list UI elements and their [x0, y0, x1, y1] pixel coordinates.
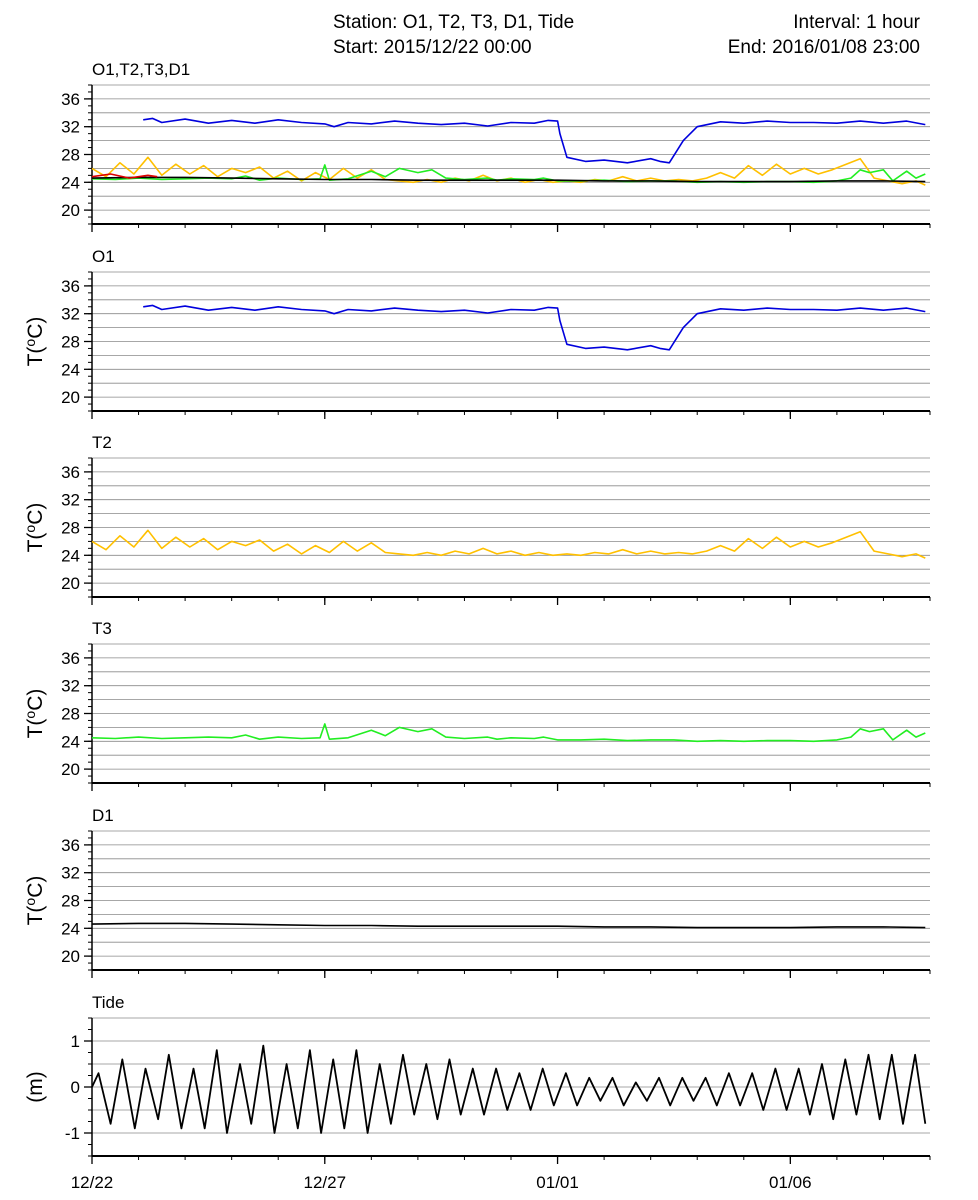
y-tick-label: 36 — [61, 836, 80, 855]
panel-combined: 20 24 28 32 36 O1,T2,T3,D1 — [61, 60, 931, 232]
series-line-d1 — [91, 176, 926, 183]
panel-d1: 20 24 28 32 36 D1 T(oC) — [22, 806, 931, 978]
y-axis-label: T(oC) — [22, 317, 47, 367]
y-tick-label: 20 — [61, 947, 80, 966]
y-tick-label: 36 — [61, 463, 80, 482]
y-axis-label: T(oC) — [22, 503, 47, 553]
y-tick-label: 24 — [61, 173, 80, 192]
panel-title: Tide — [92, 993, 124, 1012]
series-line-o1 — [143, 117, 926, 164]
series-line-d1 — [91, 922, 926, 929]
y-tick-label: 24 — [61, 360, 80, 379]
x-tick-label: 12/22 — [71, 1173, 114, 1192]
y-tick-label: 32 — [61, 677, 80, 696]
y-tick-label: 20 — [61, 201, 80, 220]
y-tick-label: 32 — [61, 118, 80, 137]
y-tick-label: 36 — [61, 649, 80, 668]
series-line-extra-red — [91, 173, 158, 179]
y-tick-label: 1 — [71, 1032, 80, 1051]
y-tick-label: 20 — [61, 388, 80, 407]
y-tick-label: 32 — [61, 864, 80, 883]
y-tick-label: 20 — [61, 574, 80, 593]
x-tick-label: 01/06 — [769, 1173, 812, 1192]
y-axis-label: (m) — [24, 1071, 47, 1102]
x-tick-label: 01/01 — [536, 1173, 579, 1192]
y-tick-label: 32 — [61, 305, 80, 324]
y-tick-label: 28 — [61, 519, 80, 538]
panel-title: T2 — [92, 433, 112, 452]
y-axis-label: T(oC) — [22, 689, 47, 739]
chart-header: Station: O1, T2, T3, D1, Tide Start: 201… — [0, 0, 978, 70]
y-tick-label: 24 — [61, 546, 80, 565]
series-line-tide — [91, 1044, 927, 1134]
panel-title: T3 — [92, 619, 112, 638]
end-label: End: 2016/01/08 23:00 — [727, 37, 920, 58]
y-tick-label: 36 — [61, 90, 80, 109]
y-tick-label: 28 — [61, 333, 80, 352]
y-tick-label: 28 — [61, 146, 80, 165]
panel-t3: 20 24 28 32 36 T3 T(oC) — [22, 619, 931, 791]
y-tick-label: 24 — [61, 919, 80, 938]
y-tick-label: 0 — [71, 1078, 80, 1097]
interval-label: Interval: 1 hour — [793, 12, 920, 33]
panel-o1: 20 24 28 32 36 O1 T(oC) — [22, 247, 931, 419]
panel-title: O1,T2,T3,D1 — [92, 60, 190, 79]
panel-tide: -1 0 1 Tide (m) — [24, 993, 931, 1164]
y-tick-label: 32 — [61, 491, 80, 510]
y-tick-label: 24 — [61, 732, 80, 751]
panel-title: D1 — [92, 806, 114, 825]
start-label: Start: 2015/12/22 00:00 — [333, 37, 532, 58]
series-line-o1 — [143, 304, 926, 351]
y-tick-label: 20 — [61, 760, 80, 779]
series-line-t2 — [91, 529, 926, 559]
y-tick-label: 36 — [61, 277, 80, 296]
y-tick-label: 28 — [61, 892, 80, 911]
series-line-t3 — [91, 723, 926, 743]
x-tick-label: 12/27 — [304, 1173, 347, 1192]
y-axis-label: T(oC) — [22, 876, 47, 926]
panel-title: O1 — [92, 247, 115, 266]
station-label: Station: O1, T2, T3, D1, Tide — [333, 12, 575, 33]
y-tick-label: 28 — [61, 705, 80, 724]
y-tick-label: -1 — [65, 1124, 80, 1143]
panel-t2: 20 24 28 32 36 T2 T(oC) — [22, 433, 931, 605]
